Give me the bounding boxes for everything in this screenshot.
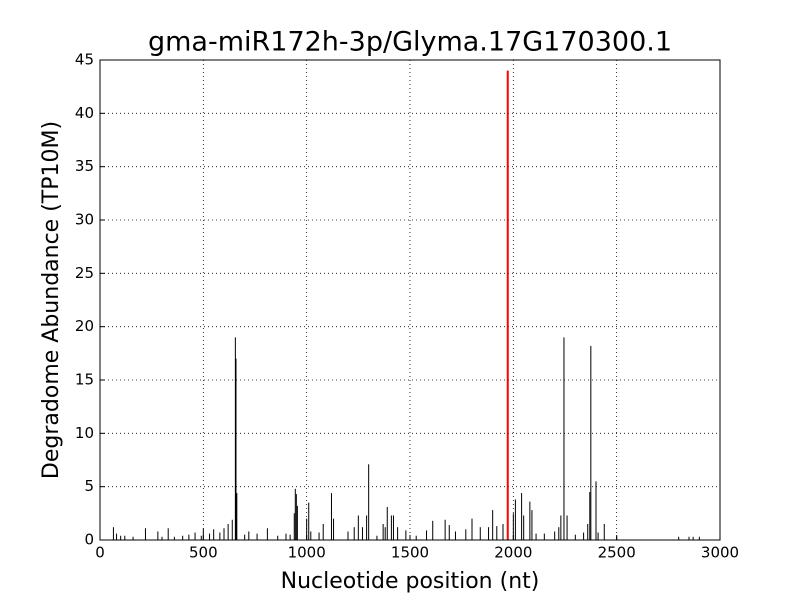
y-tick-label: 35 — [75, 157, 94, 175]
y-tick-label: 25 — [75, 264, 94, 282]
y-tick-label: 40 — [75, 104, 94, 122]
x-tick-label: 2000 — [494, 544, 532, 562]
y-tick-label: 5 — [84, 477, 94, 495]
y-tick-label: 15 — [75, 371, 94, 389]
x-tick-label: 3000 — [701, 544, 739, 562]
y-tick-label: 10 — [75, 424, 94, 442]
x-tick-label: 1500 — [391, 544, 429, 562]
y-tick-label: 30 — [75, 211, 94, 229]
chart-title: gma-miR172h-3p/Glyma.17G170300.1 — [148, 27, 672, 58]
x-axis-label: Nucleotide position (nt) — [281, 569, 540, 594]
y-tick-label: 45 — [75, 51, 94, 69]
plot-frame — [99, 59, 721, 541]
x-tick-label: 500 — [189, 544, 218, 562]
plot-area: 0 500 1000 1500 2000 2500 3000 0 5 10 15 20 25 30 35 40… — [75, 51, 739, 562]
y-tick-label: 0 — [84, 531, 94, 549]
x-tick-label: 2500 — [598, 544, 636, 562]
x-tick-label: 0 — [95, 544, 105, 562]
y-tick-label: 20 — [75, 317, 94, 335]
y-axis-label: Degradome Abundance (TP10M) — [39, 121, 64, 479]
x-tick-label: 1000 — [288, 544, 326, 562]
